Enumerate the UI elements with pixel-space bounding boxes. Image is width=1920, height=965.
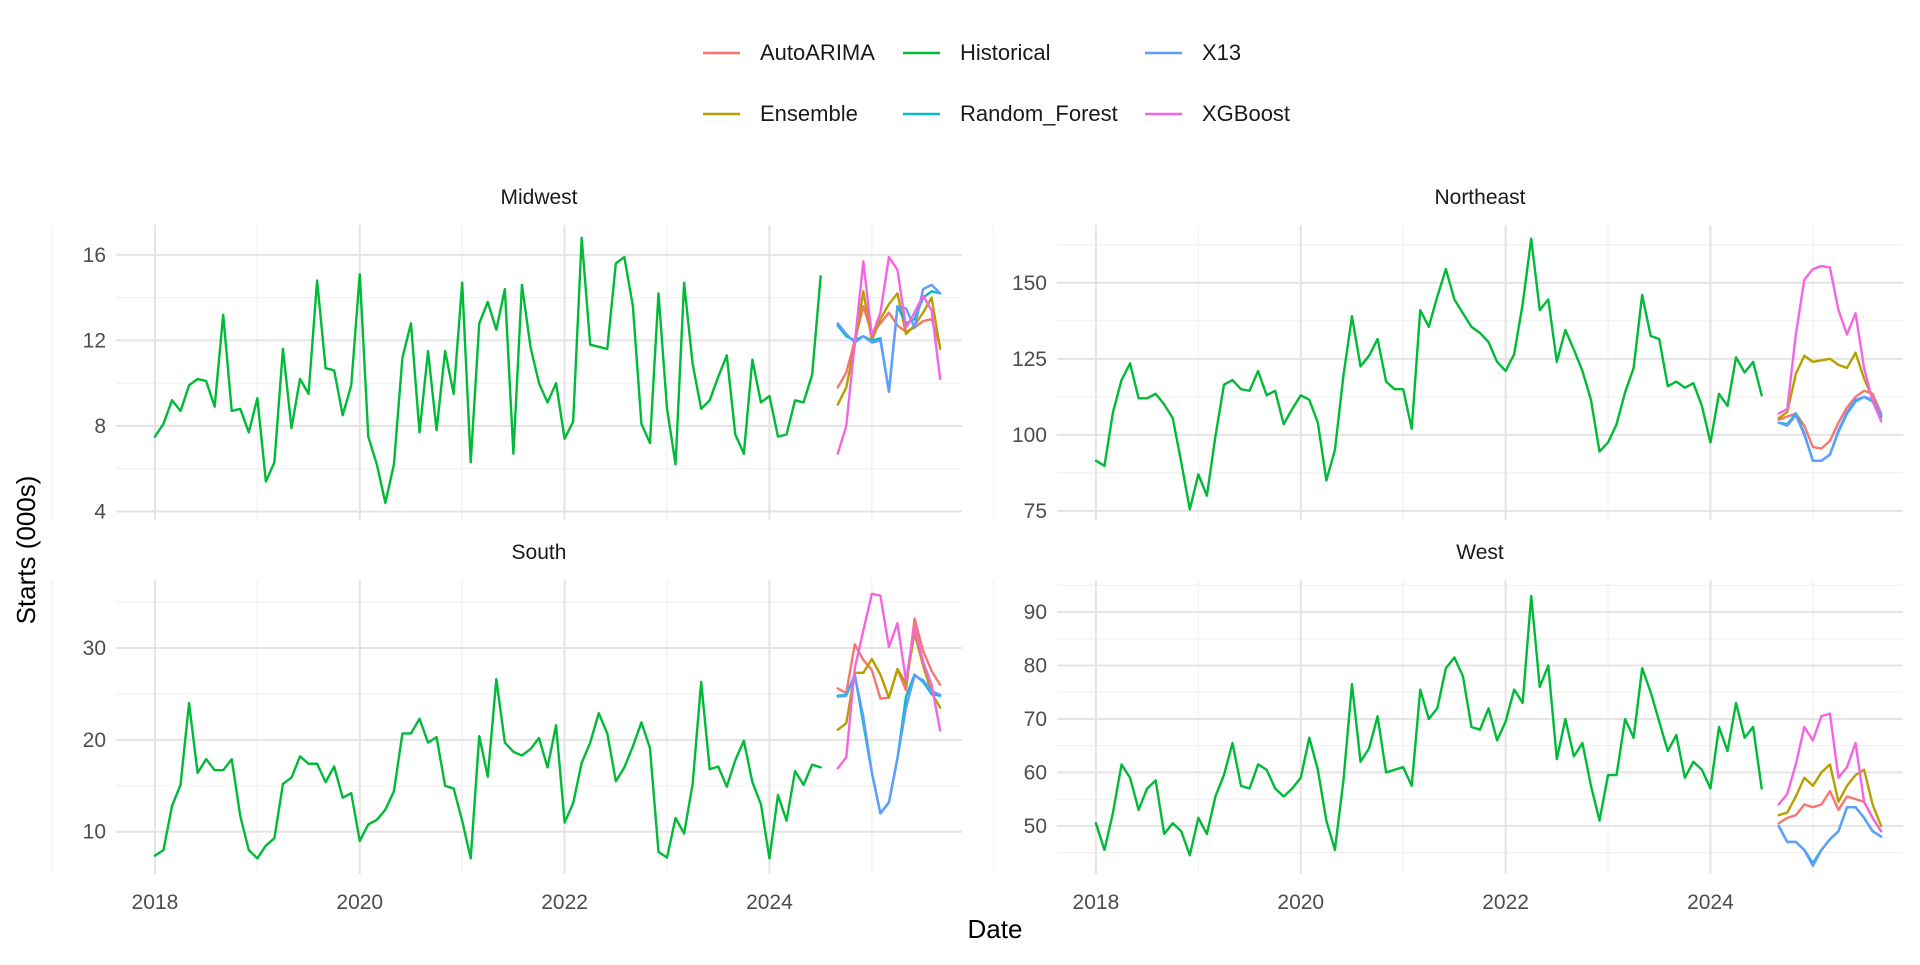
x-tick-label: 2022 (1482, 891, 1529, 914)
x-tick-label: 2018 (132, 891, 179, 914)
x-tick-label: 2020 (1277, 891, 1324, 914)
y-axis-title: Starts (000s) (11, 476, 41, 625)
grid-midwest (51, 225, 962, 520)
series-line-autoarima (836, 305, 942, 389)
grid-west (992, 580, 1903, 874)
series-lines-midwest (153, 236, 942, 505)
legend-item-ensemble: Ensemble (703, 101, 858, 126)
legend-label-historical: Historical (960, 40, 1050, 65)
y-tick-label: 10 (83, 821, 106, 844)
legend: AutoARIMA Historical X13 Ensemble Random_For… (703, 40, 1290, 126)
series-line-ensemble (1777, 763, 1883, 828)
y-tick-label: 150 (1012, 272, 1047, 295)
series-line-autoarima (1777, 389, 1883, 450)
x-axis-title: Date (968, 914, 1023, 944)
facet-panels: Midwest 4 8 12 16 Northeast 75 100 125 150 South 10… (51, 186, 1903, 914)
panel-midwest: Midwest 4 8 12 16 (51, 186, 962, 523)
series-line-ensemble (1777, 351, 1883, 420)
x-tick-label: 2020 (336, 891, 383, 914)
series-lines-northeast (1094, 237, 1883, 511)
facet-title-northeast: Northeast (1434, 186, 1525, 209)
series-line-historical (1094, 237, 1763, 511)
legend-label-x13: X13 (1202, 40, 1241, 65)
legend-item-autoarima: AutoARIMA (703, 40, 875, 65)
series-lines-south (153, 592, 942, 860)
y-tick-label: 60 (1024, 761, 1047, 784)
legend-item-xgboost: XGBoost (1145, 101, 1290, 126)
y-tick-label: 16 (83, 244, 106, 267)
series-line-historical (1094, 594, 1763, 857)
series-line-xgboost (836, 255, 942, 455)
legend-label-xgboost: XGBoost (1202, 101, 1290, 126)
series-line-xgboost (1777, 264, 1883, 423)
series-line-xgboost (836, 592, 942, 770)
legend-item-historical: Historical (903, 40, 1050, 65)
series-line-historical (153, 236, 822, 505)
y-tick-label: 75 (1024, 500, 1047, 523)
legend-item-random-forest: Random_Forest (903, 101, 1118, 126)
facet-title-south: South (512, 541, 567, 564)
series-lines-west (1094, 594, 1883, 868)
y-tick-label: 70 (1024, 708, 1047, 731)
series-line-x13 (1777, 805, 1883, 868)
legend-item-x13: X13 (1145, 40, 1241, 65)
x-tick-label: 2024 (1687, 891, 1734, 914)
y-tick-label: 90 (1024, 601, 1047, 624)
y-tick-label: 4 (94, 500, 106, 523)
y-tick-label: 30 (83, 637, 106, 660)
panel-west: West 50 60 70 80 90 2018 2020 2022 2024 (992, 541, 1903, 914)
y-tick-label: 12 (83, 329, 106, 352)
y-tick-label: 80 (1024, 655, 1047, 678)
y-tick-label: 20 (83, 729, 106, 752)
panel-northeast: Northeast 75 100 125 150 (992, 186, 1903, 523)
y-tick-label: 125 (1012, 348, 1047, 371)
y-tick-label: 100 (1012, 424, 1047, 447)
facet-title-west: West (1456, 541, 1504, 564)
series-line-xgboost (1777, 712, 1883, 833)
legend-label-random-forest: Random_Forest (960, 101, 1118, 126)
grid-northeast (992, 225, 1903, 520)
y-tick-label: 50 (1024, 815, 1047, 838)
legend-label-ensemble: Ensemble (760, 101, 858, 126)
facet-title-midwest: Midwest (500, 186, 577, 209)
grid-south (51, 580, 962, 874)
series-line-historical (153, 678, 822, 860)
legend-label-autoarima: AutoARIMA (760, 40, 875, 65)
x-tick-label: 2024 (746, 891, 793, 914)
y-tick-label: 8 (94, 415, 106, 438)
panel-south: South 10 20 30 2018 2020 2022 2024 (51, 541, 962, 914)
x-tick-label: 2022 (541, 891, 588, 914)
series-line-x13 (1777, 395, 1883, 462)
x-tick-label: 2018 (1073, 891, 1120, 914)
